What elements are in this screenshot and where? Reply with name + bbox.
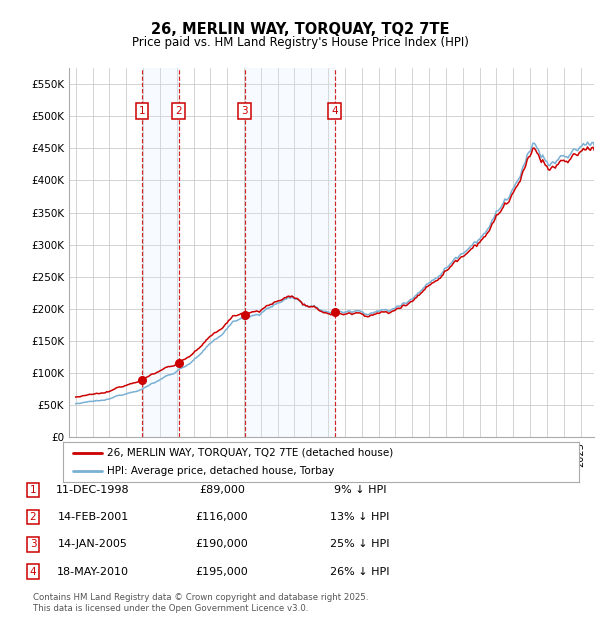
Text: £190,000: £190,000 — [196, 539, 248, 549]
Bar — [142, 68, 179, 437]
Text: 25% ↓ HPI: 25% ↓ HPI — [330, 539, 390, 549]
Text: Contains HM Land Registry data © Crown copyright and database right 2025.
This d: Contains HM Land Registry data © Crown c… — [33, 593, 368, 613]
Text: 14-FEB-2001: 14-FEB-2001 — [58, 512, 128, 522]
Text: 4: 4 — [331, 105, 338, 115]
Text: 14-JAN-2005: 14-JAN-2005 — [58, 539, 128, 549]
Text: 18-MAY-2010: 18-MAY-2010 — [57, 567, 129, 577]
Text: 2: 2 — [29, 512, 37, 522]
Text: 1: 1 — [29, 485, 37, 495]
Text: 26% ↓ HPI: 26% ↓ HPI — [330, 567, 390, 577]
Text: 26, MERLIN WAY, TORQUAY, TQ2 7TE: 26, MERLIN WAY, TORQUAY, TQ2 7TE — [151, 22, 449, 37]
Text: 4: 4 — [29, 567, 37, 577]
Text: HPI: Average price, detached house, Torbay: HPI: Average price, detached house, Torb… — [107, 466, 334, 477]
Text: £89,000: £89,000 — [199, 485, 245, 495]
Bar — [245, 68, 335, 437]
Text: 2: 2 — [175, 105, 182, 115]
Text: 3: 3 — [241, 105, 248, 115]
Text: 9% ↓ HPI: 9% ↓ HPI — [334, 485, 386, 495]
Text: £195,000: £195,000 — [196, 567, 248, 577]
Text: 26, MERLIN WAY, TORQUAY, TQ2 7TE (detached house): 26, MERLIN WAY, TORQUAY, TQ2 7TE (detach… — [107, 448, 393, 458]
Text: 13% ↓ HPI: 13% ↓ HPI — [331, 512, 389, 522]
Text: 1: 1 — [139, 105, 145, 115]
Text: 3: 3 — [29, 539, 37, 549]
Text: £116,000: £116,000 — [196, 512, 248, 522]
Text: 11-DEC-1998: 11-DEC-1998 — [56, 485, 130, 495]
Text: Price paid vs. HM Land Registry's House Price Index (HPI): Price paid vs. HM Land Registry's House … — [131, 36, 469, 49]
